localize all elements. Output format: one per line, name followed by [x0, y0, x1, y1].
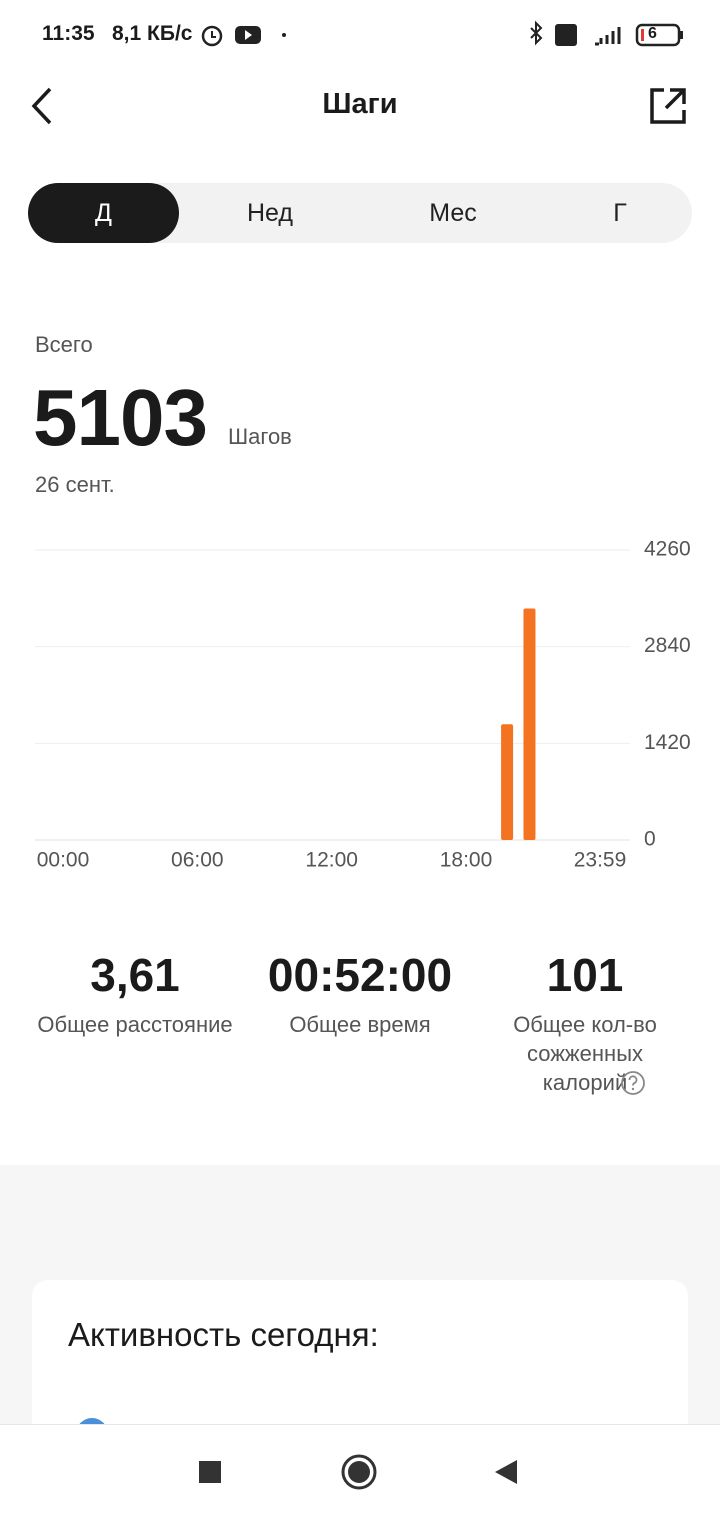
x-tick-label: 06:00	[171, 849, 224, 872]
status-right-icons	[530, 20, 683, 47]
tab-selected-bg	[28, 183, 179, 243]
tab[interactable]: Нед	[247, 199, 293, 227]
status-time: 11:35	[42, 22, 95, 45]
activity-card	[32, 1280, 688, 1440]
card-title: Активность сегодня:	[68, 1316, 379, 1353]
tab[interactable]: Г	[613, 199, 627, 227]
summary-label: Всего	[35, 332, 93, 357]
x-tick-label: 12:00	[305, 849, 358, 872]
stat-value: 00:52:00	[267, 949, 453, 1001]
battery-level: 6	[648, 25, 657, 42]
summary-unit: Шагов	[228, 424, 292, 449]
y-tick-label: 4260	[644, 538, 691, 561]
tab[interactable]: Мес	[429, 199, 477, 227]
summary-value: 5103	[33, 373, 208, 462]
x-tick-label: 00:00	[37, 849, 90, 872]
bar	[523, 608, 536, 840]
share-button[interactable]	[648, 86, 688, 126]
steps-chart: 0 1420 2840 4260 00:00 06:00 12:00 18:00 23:59	[35, 538, 691, 872]
stat-label: Общее время	[289, 1012, 431, 1037]
back-button[interactable]	[28, 86, 58, 126]
status-speed: 8,1 КБ/с	[112, 22, 193, 45]
bar	[501, 724, 514, 840]
status-icons	[201, 25, 286, 47]
nav-buttons[interactable]	[190, 1450, 530, 1494]
tab[interactable]: Д	[95, 199, 112, 227]
stat-label: Общее расстояние	[37, 1012, 233, 1037]
stat-value: 101	[546, 949, 624, 1001]
x-tick-label: 18:00	[440, 849, 493, 872]
stat-value: 3,61	[90, 949, 180, 1001]
page-title: Шаги	[322, 88, 398, 120]
y-tick-label: 0	[644, 828, 656, 851]
stat-label: Общее кол-во сожженных калорий	[513, 1012, 657, 1095]
summary-date: 26 сент.	[35, 472, 115, 497]
help-icon[interactable]	[620, 1070, 646, 1096]
y-tick-label: 1420	[644, 731, 691, 754]
y-tick-label: 2840	[644, 634, 691, 657]
x-tick-label: 23:59	[574, 849, 627, 872]
